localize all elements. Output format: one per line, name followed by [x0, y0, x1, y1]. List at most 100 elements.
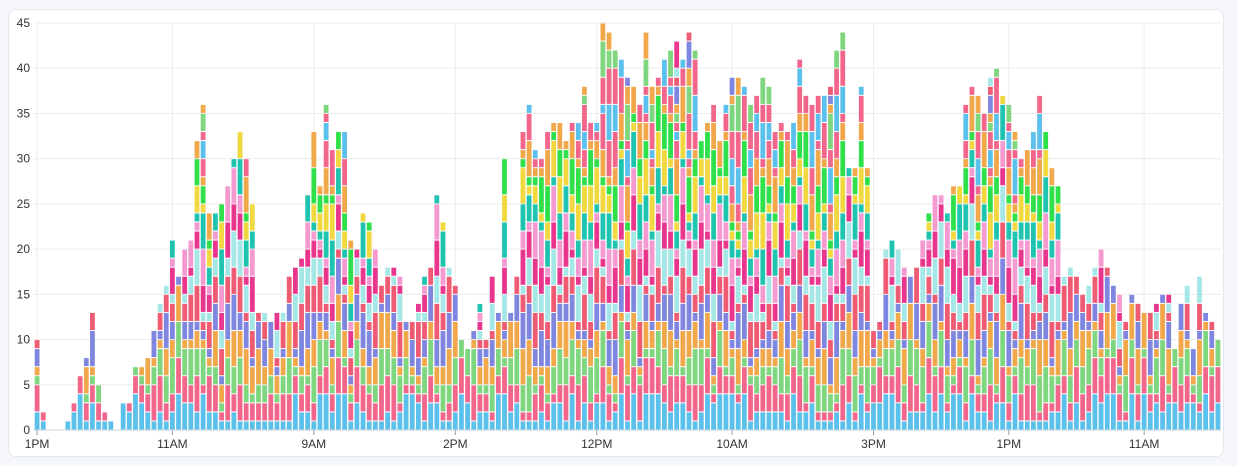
bar-segment [588, 276, 593, 294]
bar-segment [686, 213, 692, 222]
bar-segment [502, 321, 507, 331]
bar-segment [1110, 285, 1116, 303]
bar-segment [1000, 403, 1006, 430]
bar-segment [612, 186, 618, 222]
bar-segment [705, 358, 710, 394]
bar-segment [520, 231, 526, 249]
bar-segment [1197, 303, 1202, 331]
bar-segment [748, 367, 753, 376]
bar-segment [1080, 294, 1086, 312]
bar-segment [834, 294, 840, 303]
bar-segment [932, 376, 938, 412]
bar-segment [329, 340, 335, 349]
bar-segment [575, 276, 581, 285]
bar-segment [569, 340, 575, 376]
bar-segment [1129, 294, 1135, 303]
bar-segment [692, 59, 698, 95]
bar-segment [698, 186, 704, 222]
bar-segment [1080, 312, 1086, 331]
bar-segment [1055, 294, 1061, 321]
bar-segment [188, 276, 194, 294]
bar-segment [895, 303, 901, 312]
bar-segment [766, 349, 772, 367]
bar-segment [305, 195, 311, 222]
bar-segment [729, 231, 735, 240]
bar-stack [348, 240, 354, 430]
bar-segment [1049, 376, 1055, 403]
bar-segment [145, 412, 151, 430]
bar-segment [126, 403, 132, 412]
bar-segment [557, 349, 563, 385]
bar-stack [901, 267, 907, 430]
bar-segment [901, 276, 907, 303]
bar-segment [428, 403, 434, 430]
bar-segment [797, 86, 803, 113]
bar-segment [569, 276, 575, 294]
bar-segment [625, 86, 630, 104]
bar-segment [1031, 312, 1036, 331]
bar-segment [237, 159, 243, 195]
bar-segment [575, 340, 581, 349]
bar-stack [1154, 303, 1159, 430]
bar-segment [415, 403, 421, 430]
bar-segment [588, 367, 593, 403]
bar-segment [237, 358, 243, 385]
bar-segment [557, 267, 563, 285]
y-tick-label: 15 [17, 287, 31, 301]
bar-segment [723, 367, 729, 376]
bar-segment [760, 249, 766, 285]
bar-segment [1203, 331, 1209, 367]
bar-segment [606, 285, 612, 303]
bar-segment [834, 321, 840, 358]
bar-segment [674, 68, 680, 77]
bar-segment [1043, 312, 1049, 340]
bar-segment [828, 168, 833, 204]
bar-segment [1154, 403, 1159, 430]
bar-segment [1190, 349, 1196, 376]
bar-segment [1055, 213, 1061, 240]
bar-segment [1166, 312, 1172, 321]
bar-segment [1031, 222, 1036, 258]
bar-segment [828, 276, 833, 294]
bar-segment [1117, 321, 1122, 349]
bar-segment [785, 276, 790, 285]
bar-segment [366, 394, 372, 421]
bar-segment [372, 312, 378, 349]
bar-stack [582, 86, 587, 430]
bar-segment [969, 204, 975, 240]
bar-segment [219, 249, 224, 285]
bar-segment [1055, 204, 1061, 213]
bar-segment [926, 394, 932, 430]
bar-segment [618, 150, 624, 159]
bar-segment [1012, 394, 1018, 430]
bar-segment [1037, 249, 1042, 276]
bar-segment [969, 86, 975, 95]
bar-segment [1154, 312, 1159, 331]
bar-segment [1184, 376, 1190, 403]
bar-segment [1049, 258, 1055, 285]
bar-segment [957, 367, 963, 394]
bar-segment [963, 249, 969, 276]
bar-segment [1018, 394, 1024, 421]
bar-segment [1178, 412, 1184, 430]
bar-segment [385, 276, 391, 294]
bar-stack [102, 412, 108, 430]
bar-segment [760, 168, 766, 177]
bar-segment [471, 349, 477, 385]
bar-segment [434, 385, 440, 394]
bar-segment [606, 421, 612, 430]
bar-segment [206, 294, 212, 312]
bar-segment [705, 312, 710, 349]
bar-segment [514, 349, 520, 385]
bar-segment [1086, 412, 1092, 430]
bar-stack [213, 213, 218, 430]
bar-stack [1160, 294, 1165, 430]
bar-segment [1110, 394, 1116, 430]
bar-segment [317, 321, 323, 340]
bar-segment [34, 385, 40, 412]
bar-stack [243, 159, 249, 430]
bar-segment [625, 177, 630, 186]
bar-segment [133, 376, 138, 394]
bar-segment [785, 394, 790, 421]
bar-segment [643, 349, 649, 358]
